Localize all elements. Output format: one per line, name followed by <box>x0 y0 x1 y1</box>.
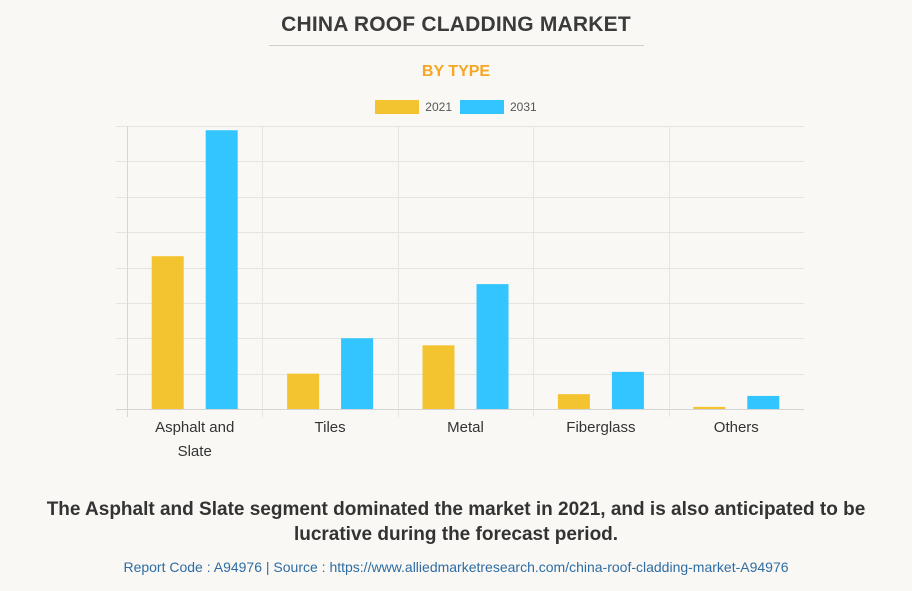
legend-label-2031: 2031 <box>510 100 537 114</box>
legend-item-2031[interactable]: 2031 <box>460 100 537 114</box>
bar-chart: Asphalt and Slate Tiles Metal Fiberglass Othe… <box>116 126 804 460</box>
x-tick-label: Others <box>714 419 759 436</box>
bar-2031-asphalt-and-slate <box>205 130 238 409</box>
bar-2021-asphalt-and-slate <box>151 256 184 409</box>
legend-swatch-2021 <box>375 100 420 114</box>
chart-subtitle: BY TYPE <box>421 63 491 80</box>
chart-title: CHINA ROOF CLADDING MARKET <box>281 13 631 36</box>
bar-2021-tiles <box>287 373 320 409</box>
bar-2021-fiberglass <box>557 394 590 409</box>
bar-2031-tiles <box>341 338 374 409</box>
bar-2021-others <box>693 406 726 409</box>
legend-swatch-2031 <box>460 100 504 114</box>
x-tick-label: Slate <box>178 443 212 460</box>
legend-label-2021: 2021 <box>425 100 452 114</box>
source-line[interactable]: Report Code : A94976 | Source : https://… <box>123 559 789 575</box>
bar-2021-metal <box>422 345 455 409</box>
x-tick-label: Fiberglass <box>566 419 635 436</box>
bar-2031-fiberglass <box>611 371 644 409</box>
legend-item-2021[interactable]: 2021 <box>375 100 452 114</box>
bar-2031-others <box>747 395 780 409</box>
bar-2031-metal <box>476 284 509 409</box>
title-divider <box>269 45 644 46</box>
x-tick-label: Tiles <box>315 419 346 436</box>
legend: 2021 2031 <box>0 100 912 114</box>
x-tick-label: Asphalt and <box>155 419 234 436</box>
chart-caption: The Asphalt and Slate segment dominated … <box>46 499 866 545</box>
x-tick-label: Metal <box>447 419 484 436</box>
